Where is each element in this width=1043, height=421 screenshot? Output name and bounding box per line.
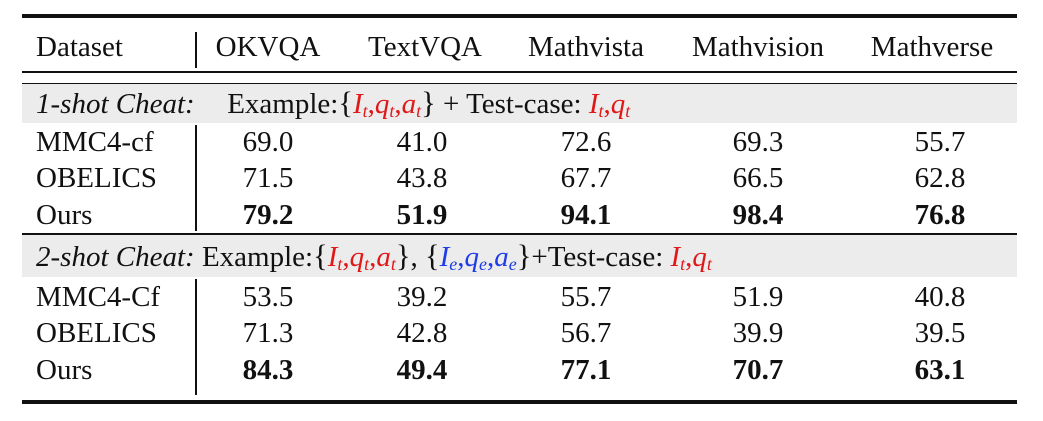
- cell-okvqa: 71.3: [242, 317, 294, 349]
- cell-mathvision: 51.9: [732, 281, 784, 313]
- cell-mathvision: 98.4: [732, 199, 784, 231]
- section2-test-tuple: It,qt: [670, 241, 712, 274]
- cell-mathvista: 56.7: [560, 317, 612, 349]
- section2-example-text: Example:: [201, 241, 314, 273]
- bottom-rule: [22, 400, 1017, 404]
- cell-okvqa: 84.3: [242, 354, 294, 386]
- cell-textvqa: 42.8: [396, 317, 448, 349]
- section2-label: 2-shot Cheat:: [36, 241, 195, 273]
- header-mathvision: Mathvision: [691, 31, 825, 63]
- cell-mathverse: 62.8: [914, 162, 966, 194]
- cell-mathvista: 94.1: [560, 199, 612, 231]
- row-dataset-name: Ours: [36, 354, 93, 386]
- column-divider-top: [195, 32, 197, 68]
- cell-okvqa: 53.5: [242, 281, 294, 313]
- header-mathverse: Mathverse: [870, 31, 994, 63]
- section1-rule: [22, 83, 1017, 84]
- column-divider-section2: [195, 279, 197, 395]
- row-dataset-name: MMC4-Cf: [36, 281, 161, 313]
- top-rule: [22, 14, 1017, 18]
- header-mathvista: Mathvista: [528, 31, 644, 63]
- cell-mathverse: 40.8: [914, 281, 966, 313]
- cell-mathverse: 39.5: [914, 317, 966, 349]
- section2-example-tuple: It,qt,at: [327, 241, 396, 274]
- section1-band: [22, 83, 1017, 123]
- section1-example-tuple: It,qt,at: [352, 88, 422, 121]
- cell-mathvision: 69.3: [732, 126, 784, 158]
- cell-mathvista: 77.1: [560, 354, 612, 386]
- cell-okvqa: 79.2: [242, 199, 294, 231]
- section1-label: 1-shot Cheat:: [36, 88, 195, 120]
- cell-textvqa: 41.0: [396, 126, 448, 158]
- cell-mathvision: 39.9: [732, 317, 784, 349]
- section2-rule: [22, 233, 1017, 235]
- section1-test-tuple: It,qt: [588, 88, 631, 121]
- section1-caption: 1-shot Cheat: Example:{It,qt,at} + Test-…: [36, 86, 631, 121]
- section2-band: [22, 235, 1017, 277]
- row-dataset-name: Ours: [36, 199, 93, 231]
- cell-textvqa: 39.2: [396, 281, 448, 313]
- row-dataset-name: MMC4-cf: [36, 126, 154, 158]
- section2-test-case-text: +Test-case:: [531, 241, 664, 273]
- cell-mathvista: 67.7: [560, 162, 612, 194]
- cell-textvqa: 51.9: [396, 199, 448, 231]
- header-okvqa: OKVQA: [215, 31, 321, 63]
- cell-okvqa: 71.5: [242, 162, 294, 194]
- column-divider-section1: [195, 125, 197, 231]
- cell-mathvista: 55.7: [560, 281, 612, 313]
- section1-test-case-text: + Test-case:: [443, 88, 582, 120]
- cell-mathvision: 66.5: [732, 162, 784, 194]
- cell-mathverse: 76.8: [914, 199, 966, 231]
- row-dataset-name: OBELICS: [36, 162, 157, 194]
- cell-textvqa: 49.4: [396, 354, 448, 386]
- cell-mathverse: 55.7: [914, 126, 966, 158]
- cell-mathvista: 72.6: [560, 126, 612, 158]
- header-dataset: Dataset: [36, 31, 123, 63]
- cell-okvqa: 69.0: [242, 126, 294, 158]
- section2-caption: 2-shot Cheat: Example:{It,qt,at}, {Ie,qe…: [36, 239, 712, 274]
- section1-example-text: Example:: [227, 88, 339, 120]
- header-rule: [22, 71, 1017, 73]
- cell-mathvision: 70.7: [732, 354, 784, 386]
- cell-textvqa: 43.8: [396, 162, 448, 194]
- row-dataset-name: OBELICS: [36, 317, 157, 349]
- cell-mathverse: 63.1: [914, 354, 966, 386]
- section2-extra-tuple: Ie,qe,ae: [439, 241, 517, 274]
- header-textvqa: TextVQA: [368, 31, 482, 63]
